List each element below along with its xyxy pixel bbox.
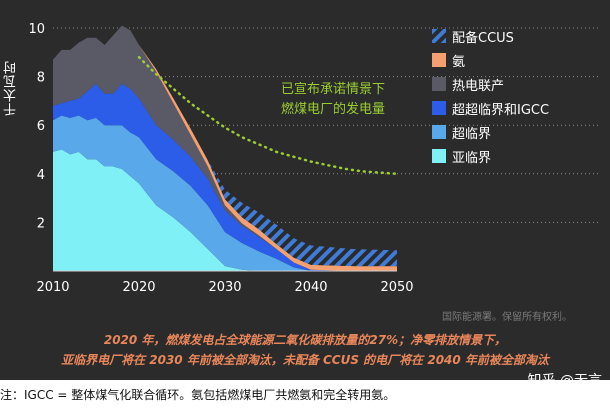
pledges-annotation: 已宣布承诺情景下 燃煤电厂的发电量 [258,80,408,120]
sc-swatch-icon [432,125,446,139]
legend-item-ccus: 配备CCUS [432,24,602,48]
y-tick-label: 8 [37,71,45,86]
ammonia-swatch-icon [432,53,446,67]
source-note: 国际能源署。保留所有权利。 [442,312,572,323]
y-tick-label: 6 [37,119,45,134]
legend-item-subc: 亚临界 [432,144,602,168]
legend-item-chp: 热电联产 [432,72,602,96]
legend-label-subc: 亚临界 [452,150,492,166]
x-tick-label: 2020 [122,280,155,295]
y-axis-label: 千太瓦时 [4,60,19,116]
pledges-line [137,55,399,176]
legend-label-chp: 热电联产 [452,78,505,94]
caption-line-2: 亚临界电厂将在 2030 年前被全部淘汰，未配备 CCUS 的电厂将在 2040… [61,353,549,367]
hatch-swatch-icon [432,29,446,43]
x-tick-label: 2040 [294,280,327,295]
usc-swatch-icon [432,101,446,115]
zhihu-watermark: 知乎 @无言 [527,373,602,389]
legend-item-ammonia: 氨 [432,48,602,72]
x-tick-label: 2010 [36,280,69,295]
y-tick-label: 10 [28,22,45,37]
x-tick-label: 2030 [208,280,241,295]
footnote: 注：IGCC = 整体煤气化联合循环。氨包括燃煤电厂共燃氨和完全转用氨。 [0,388,396,402]
subc-swatch-icon [432,149,446,163]
legend-label-usc: 超超临界和IGCC [452,102,550,118]
caption-line-1: 2020 年，燃煤发电占全球能源二氧化碳排放量的27%；净零排放情景下， [103,333,507,347]
chp-swatch-icon [432,77,446,91]
area-series-3 [53,25,397,271]
annotation-line-2: 燃煤电厂的发电量 [280,102,385,117]
legend-label-sc: 超临界 [452,126,492,142]
y-tick-label: 4 [37,168,45,183]
chart-figure: 2010 2020 2030 2040 2050 2 4 6 8 10 千太瓦时 已宣布承诺情景下… [0,0,610,380]
chart-caption: 2020 年，燃煤发电占全球能源二氧化碳排放量的27%；净零排放情景下， 亚临界… [0,330,610,370]
y-tick-label: 2 [37,216,45,231]
legend-item-sc: 超临界 [432,120,602,144]
area-series-0 [53,149,397,271]
legend-label-ccus: 配备CCUS [452,30,514,46]
legend-label-ammonia: 氨 [452,54,466,70]
area-series-2 [53,83,397,272]
area-series-1 [53,115,397,271]
chart-plot: 2010 2020 2030 2040 2050 2 4 6 8 10 [28,22,600,295]
legend: 配备CCUS 氨 热电联产 超超临界和IGCC 超临界 亚临界 [432,24,602,168]
x-tick-label: 2050 [380,280,413,295]
legend-item-usc: 超超临界和IGCC [432,96,602,120]
annotation-line-1: 已宣布承诺情景下 [280,82,385,97]
